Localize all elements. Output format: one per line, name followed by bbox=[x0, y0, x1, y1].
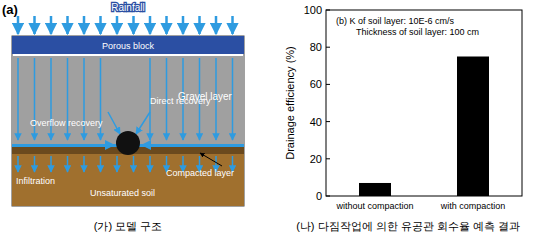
rain-arrow bbox=[215, 16, 218, 34]
label: Rainfall bbox=[111, 2, 144, 13]
bars bbox=[359, 57, 489, 197]
overflow-arrow bbox=[90, 144, 114, 146]
label: Porous block bbox=[102, 41, 155, 51]
label: Overflow recovery bbox=[30, 118, 103, 128]
label: Direct recovery bbox=[150, 96, 211, 106]
infiltration-arrow bbox=[67, 156, 69, 172]
model-diagram: (a)RainfallPorous blockGravel layerDirec… bbox=[2, 2, 244, 206]
rain-arrow bbox=[66, 16, 69, 34]
flow-arrow bbox=[17, 58, 19, 140]
infiltration-arrow bbox=[133, 156, 135, 172]
y-axis-label: Drainage efficiency (%) bbox=[284, 46, 296, 160]
y-tick-label: 100 bbox=[304, 4, 322, 16]
plot-frame bbox=[326, 10, 522, 196]
y-tick-label: 60 bbox=[310, 78, 322, 90]
y-tick bbox=[326, 84, 330, 85]
y-tick bbox=[326, 196, 330, 197]
rain-arrow bbox=[231, 16, 234, 34]
direct-arrow bbox=[136, 112, 150, 134]
y-tick bbox=[326, 121, 330, 122]
y-tick bbox=[326, 10, 330, 11]
label: Infiltration bbox=[16, 176, 55, 186]
y-tick bbox=[326, 158, 330, 159]
drain-pipe bbox=[116, 131, 140, 155]
y-tick-label: 40 bbox=[310, 116, 322, 128]
label: (a) bbox=[2, 2, 18, 17]
label: Compacted layer bbox=[166, 168, 234, 178]
title: (b) K of soil layer: 10E-6 cm/s bbox=[336, 16, 455, 26]
bar bbox=[457, 57, 489, 197]
x-tick-label: without compaction bbox=[335, 201, 413, 211]
rain-arrow bbox=[198, 16, 201, 34]
rain-arrow bbox=[17, 16, 20, 34]
infiltration-arrow bbox=[17, 156, 19, 172]
y-tick-label: 0 bbox=[316, 190, 322, 202]
rain-arrow bbox=[99, 16, 102, 34]
infiltration-arrow bbox=[100, 156, 102, 172]
rain-arrow bbox=[165, 16, 168, 34]
figure: (a)RainfallPorous blockGravel layerDirec… bbox=[0, 0, 545, 236]
rain-arrow bbox=[116, 16, 119, 34]
y-tick-label: 20 bbox=[310, 153, 322, 165]
bar bbox=[359, 183, 391, 196]
x-tick-label: with compaction bbox=[440, 201, 506, 211]
infiltration-arrow bbox=[149, 156, 151, 172]
rain-arrow bbox=[132, 16, 135, 34]
rain-arrow bbox=[33, 16, 36, 34]
pointer bbox=[200, 153, 222, 166]
y-tick bbox=[326, 47, 330, 48]
rain-arrow bbox=[50, 16, 53, 34]
caption: (나) 다짐작업에 의한 유공관 회수율 예측 결과 bbox=[296, 220, 520, 232]
label: Unsaturated soil bbox=[90, 188, 155, 198]
porous-block bbox=[12, 36, 244, 54]
infiltration-arrow bbox=[116, 156, 118, 172]
rain-arrow bbox=[149, 16, 152, 34]
infiltration-arrow bbox=[34, 156, 36, 172]
y-tick-label: 80 bbox=[310, 41, 322, 53]
caption: (가) 모델 구조 bbox=[94, 220, 162, 232]
infiltration-arrow bbox=[83, 156, 85, 172]
flow-arrow bbox=[232, 58, 234, 140]
direct-arrow bbox=[108, 112, 120, 134]
frame bbox=[12, 36, 244, 206]
rain-arrow bbox=[83, 16, 86, 34]
overflow-arrow bbox=[142, 144, 168, 146]
unsaturated-soil bbox=[12, 154, 244, 206]
rain-arrow bbox=[182, 16, 185, 34]
bar-chart: without compaction with compaction 0 20 40 60… bbox=[284, 4, 522, 211]
infiltration-arrow bbox=[50, 156, 52, 172]
subtitle: Thickness of soil layer: 100 cm bbox=[356, 27, 479, 37]
